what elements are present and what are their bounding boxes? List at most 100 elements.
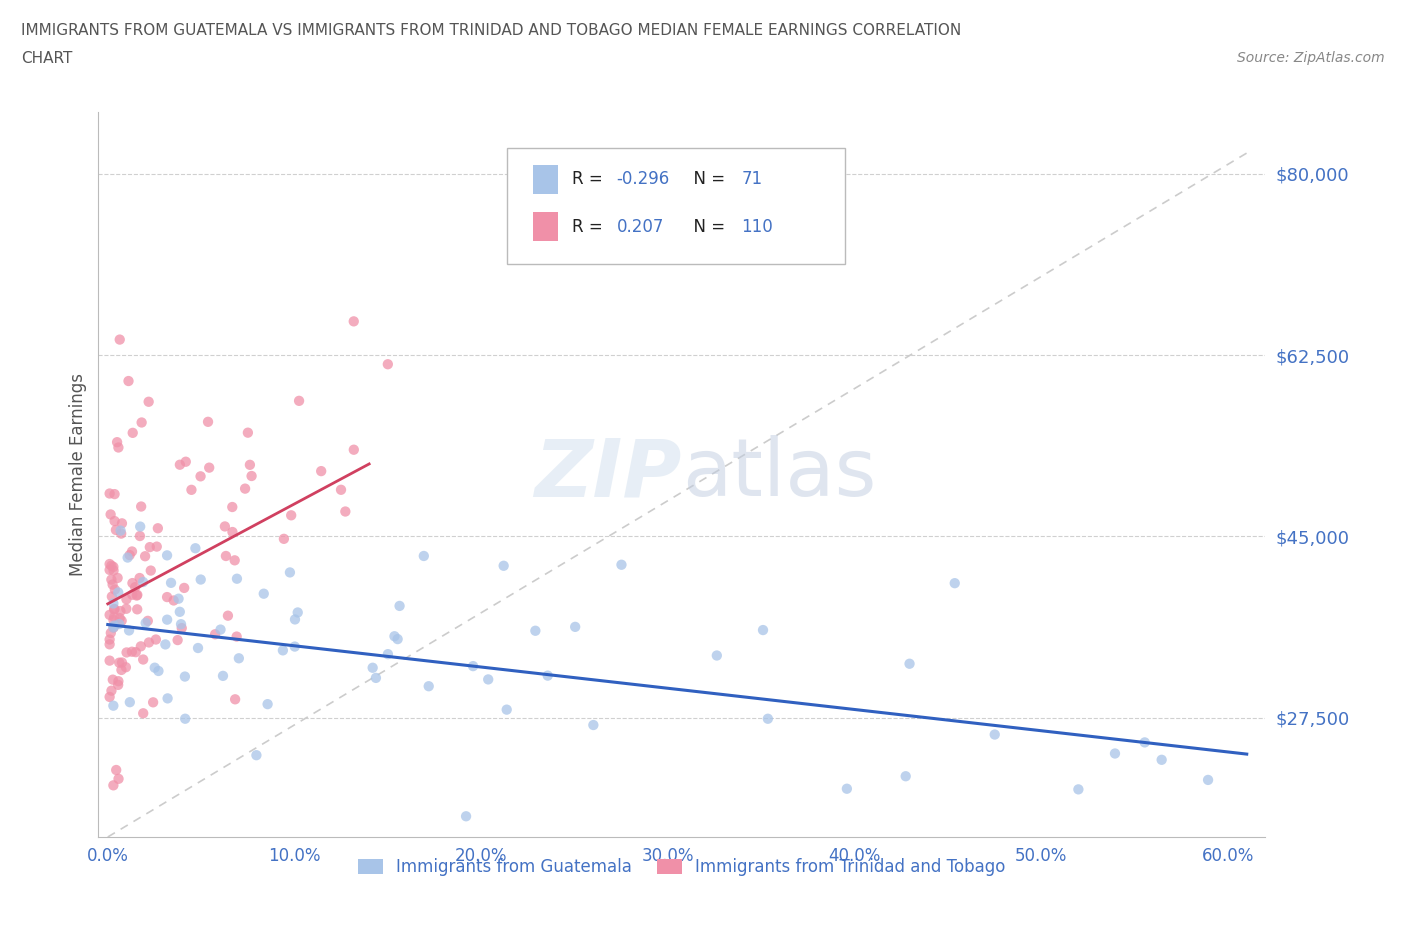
Point bbox=[983, 727, 1005, 742]
Point bbox=[101, 672, 124, 687]
Point bbox=[107, 585, 129, 600]
Point bbox=[132, 575, 155, 590]
Point bbox=[129, 528, 152, 543]
Point bbox=[236, 425, 259, 440]
Text: CHART: CHART bbox=[21, 51, 73, 66]
Point bbox=[387, 631, 409, 646]
Text: N =: N = bbox=[683, 170, 731, 188]
Point bbox=[115, 591, 138, 606]
Point bbox=[108, 611, 131, 626]
Point bbox=[145, 539, 167, 554]
Point bbox=[1067, 782, 1090, 797]
Point bbox=[125, 644, 148, 659]
Point bbox=[105, 763, 128, 777]
Point bbox=[148, 663, 170, 678]
Point bbox=[388, 599, 411, 614]
Point bbox=[190, 469, 212, 484]
Point bbox=[169, 604, 191, 619]
Point bbox=[115, 602, 138, 617]
Point bbox=[118, 623, 141, 638]
Point bbox=[537, 668, 560, 683]
Point bbox=[256, 697, 278, 711]
Point bbox=[221, 525, 243, 539]
Point bbox=[198, 460, 221, 475]
Point bbox=[127, 588, 149, 603]
Point bbox=[105, 434, 128, 449]
Y-axis label: Median Female Earnings: Median Female Earnings bbox=[69, 373, 87, 576]
Point bbox=[418, 679, 440, 694]
Point bbox=[121, 588, 143, 603]
Point bbox=[98, 632, 121, 647]
Point bbox=[134, 549, 156, 564]
Bar bbox=[533, 212, 558, 242]
Text: N =: N = bbox=[683, 218, 731, 236]
Point bbox=[110, 662, 132, 677]
Point bbox=[384, 629, 406, 644]
Point bbox=[835, 781, 858, 796]
Point bbox=[495, 702, 517, 717]
Point bbox=[215, 549, 238, 564]
Point bbox=[170, 617, 193, 631]
Point bbox=[135, 616, 157, 631]
Point bbox=[138, 394, 160, 409]
Point bbox=[121, 644, 143, 659]
Point bbox=[477, 672, 499, 687]
Point bbox=[564, 619, 586, 634]
Point bbox=[209, 622, 232, 637]
Text: 0.207: 0.207 bbox=[617, 218, 664, 236]
Point bbox=[128, 571, 150, 586]
Point bbox=[184, 541, 207, 556]
Point bbox=[117, 374, 139, 389]
Point bbox=[284, 612, 307, 627]
Point bbox=[174, 711, 197, 726]
Point bbox=[197, 415, 219, 430]
Point bbox=[110, 524, 132, 538]
Point bbox=[132, 706, 155, 721]
Point bbox=[103, 486, 125, 501]
Point bbox=[610, 557, 633, 572]
Point bbox=[142, 695, 165, 710]
Point bbox=[214, 519, 236, 534]
Point bbox=[98, 556, 121, 571]
Point bbox=[118, 695, 141, 710]
Point bbox=[121, 576, 143, 591]
Point bbox=[284, 639, 307, 654]
Point bbox=[121, 425, 143, 440]
Point bbox=[239, 458, 262, 472]
Text: ZIP: ZIP bbox=[534, 435, 682, 513]
Point bbox=[132, 652, 155, 667]
Point bbox=[108, 332, 131, 347]
Point bbox=[330, 483, 353, 498]
Point bbox=[143, 660, 166, 675]
Point bbox=[756, 711, 779, 726]
Point bbox=[103, 560, 125, 575]
Point bbox=[1150, 752, 1173, 767]
Point bbox=[115, 645, 138, 660]
Point bbox=[110, 526, 132, 541]
Point bbox=[125, 588, 148, 603]
Point bbox=[138, 635, 160, 650]
Point bbox=[111, 613, 134, 628]
Point bbox=[174, 454, 197, 469]
Point bbox=[894, 769, 917, 784]
Point bbox=[98, 689, 121, 704]
Point bbox=[335, 504, 357, 519]
Point bbox=[166, 632, 188, 647]
Point bbox=[156, 590, 179, 604]
Point bbox=[412, 549, 434, 564]
Point bbox=[454, 809, 477, 824]
Point bbox=[226, 571, 249, 586]
Point bbox=[169, 458, 191, 472]
Point bbox=[103, 618, 125, 633]
Point bbox=[115, 659, 138, 674]
Bar bbox=[533, 165, 558, 193]
Point bbox=[160, 576, 183, 591]
Point bbox=[343, 443, 366, 458]
Point bbox=[107, 677, 129, 692]
Point bbox=[163, 593, 186, 608]
Point bbox=[98, 607, 121, 622]
Point bbox=[146, 521, 169, 536]
FancyBboxPatch shape bbox=[508, 148, 845, 264]
Point bbox=[204, 627, 226, 642]
Point bbox=[129, 519, 152, 534]
